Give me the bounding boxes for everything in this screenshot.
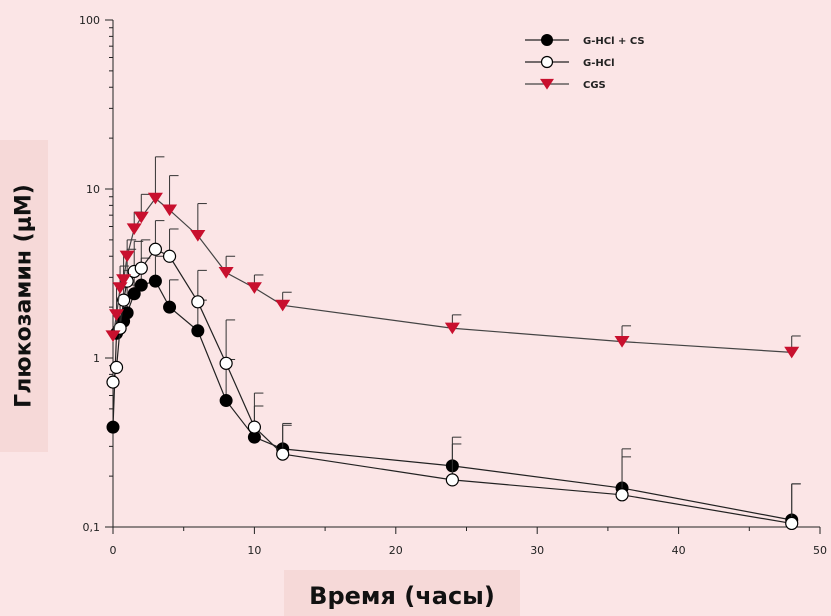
data-point <box>134 278 148 292</box>
legend: G-HCl + CS G-HCl CGS <box>525 34 645 91</box>
data-point <box>275 299 291 312</box>
legend-entry-2: CGS <box>525 78 606 91</box>
data-point <box>109 360 124 374</box>
legend-entry-0: G-HCl + CS <box>525 34 645 47</box>
series-line <box>112 248 792 525</box>
x-tick-label: 0 <box>110 544 117 557</box>
x-tick-label: 50 <box>813 544 827 557</box>
legend-marker <box>541 34 553 46</box>
legend-label: CGS <box>583 80 606 91</box>
data-point <box>109 309 125 321</box>
data-point <box>134 261 148 275</box>
data-series <box>105 156 801 531</box>
legend-label: G-HCl <box>583 58 615 69</box>
data-point <box>219 356 233 370</box>
x-tick-label: 40 <box>672 544 686 557</box>
data-point <box>246 282 262 294</box>
series-1 <box>106 220 801 531</box>
y-tick-label: 10 <box>86 183 100 196</box>
data-point <box>148 274 162 288</box>
axes: 0 10 20 30 40 50 0,1 1 10 100 <box>79 14 827 557</box>
data-point <box>126 223 142 236</box>
data-point <box>117 293 131 307</box>
data-point <box>615 488 629 502</box>
x-axis-label: Время (часы) <box>309 582 495 610</box>
data-point <box>614 336 630 348</box>
series-2 <box>105 156 801 359</box>
data-point <box>105 330 121 342</box>
x-tick-label: 30 <box>530 544 544 557</box>
y-tick-label: 0,1 <box>83 521 101 534</box>
data-point <box>191 295 205 309</box>
data-point <box>162 249 177 263</box>
data-point <box>444 322 460 335</box>
data-point <box>191 324 205 338</box>
data-point <box>119 250 135 263</box>
data-point <box>148 242 163 256</box>
data-point <box>190 229 206 242</box>
data-point <box>127 287 141 301</box>
legend-label: G-HCl + CS <box>583 36 645 47</box>
data-point <box>445 473 459 487</box>
y-tick-label: 100 <box>79 14 100 27</box>
x-tick-label: 10 <box>247 544 261 557</box>
data-point <box>163 300 177 314</box>
data-point <box>133 211 149 224</box>
data-point <box>247 420 261 434</box>
data-point <box>276 447 290 461</box>
data-point <box>162 204 178 217</box>
legend-marker <box>540 55 554 69</box>
x-tick-label: 20 <box>389 544 403 557</box>
data-point <box>218 267 234 279</box>
data-point <box>784 346 800 359</box>
data-point <box>785 516 799 531</box>
data-point <box>116 274 132 286</box>
data-point <box>106 375 120 389</box>
legend-marker <box>540 78 554 90</box>
y-axis-label: Глюкозамин (μM) <box>11 184 37 408</box>
y-tick-label: 1 <box>93 352 100 365</box>
data-point <box>147 192 163 205</box>
x-axis-label-background <box>284 570 520 616</box>
legend-entry-1: G-HCl <box>525 55 615 69</box>
data-point <box>219 394 233 408</box>
data-point <box>106 420 120 434</box>
y-axis-label-background <box>0 140 48 452</box>
